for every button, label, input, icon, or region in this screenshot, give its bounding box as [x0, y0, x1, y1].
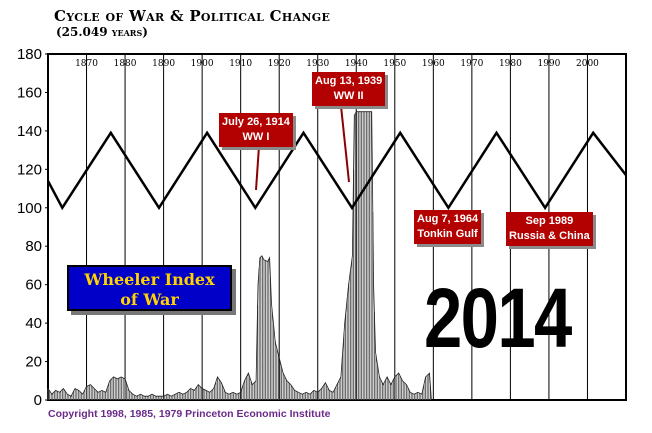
- copyright-notice: Copyright 1998, 1985, 1979 Princeton Eco…: [48, 408, 331, 420]
- x-tick-label: 1910: [229, 59, 252, 69]
- x-tick-label: 1960: [422, 59, 445, 69]
- y-tick-label: 180: [17, 46, 42, 63]
- event-date: July 26, 1914: [222, 116, 290, 128]
- y-tick-label: 60: [25, 277, 42, 294]
- y-tick-label: 0: [34, 392, 42, 409]
- y-tick-label: 100: [17, 200, 42, 217]
- x-tick-label: 1940: [345, 59, 368, 69]
- event-tonkin-gulf: Aug 7, 1964 Tonkin Gulf: [414, 210, 482, 244]
- event-ww1-pointer: [255, 145, 260, 191]
- x-tick-label: 1990: [537, 59, 560, 69]
- plot-frame: [47, 53, 627, 401]
- wheeler-index-label: Wheeler Index of War: [67, 265, 232, 311]
- x-tick-label: 1930: [306, 59, 329, 69]
- event-name: Tonkin Gulf: [417, 228, 478, 240]
- war-index-line: [47, 111, 432, 401]
- event-russia-china: Sep 1989 Russia & China: [506, 212, 593, 246]
- war-cycle-line: [46, 130, 627, 211]
- chart-title: Cycle of War & Political Change: [54, 7, 331, 25]
- x-tick-label: 2000: [576, 59, 599, 69]
- event-name: WW I: [242, 131, 270, 143]
- y-tick-label: 140: [17, 123, 42, 140]
- y-tick-label: 120: [17, 161, 42, 178]
- x-tick-label: 1920: [268, 59, 291, 69]
- index-label-line1: Wheeler Index: [84, 270, 215, 289]
- x-tick-label: 1950: [383, 59, 406, 69]
- x-tick-label: 1970: [460, 59, 483, 69]
- chart-subtitle: (25.049 years): [56, 25, 148, 39]
- event-ww2: Aug 13, 1939 WW II: [312, 72, 386, 106]
- big-year-label: 2014: [424, 271, 572, 365]
- event-date: Aug 7, 1964: [417, 213, 479, 225]
- y-tick-label: 20: [25, 354, 42, 371]
- event-name: Russia & China: [509, 230, 590, 242]
- event-ww1: July 26, 1914 WW I: [219, 113, 293, 147]
- y-tick-label: 40: [25, 315, 42, 332]
- event-name: WW II: [333, 90, 364, 102]
- x-tick-label: 1870: [75, 59, 98, 69]
- event-date: Sep 1989: [525, 215, 574, 227]
- x-tick-label: 1980: [499, 59, 522, 69]
- y-tick-label: 160: [17, 84, 42, 101]
- event-date: Aug 13, 1939: [315, 75, 383, 87]
- x-tick-label: 1890: [152, 59, 175, 69]
- event-ww2-pointer: [340, 105, 350, 183]
- y-tick-label: 80: [25, 238, 42, 255]
- index-label-line2: of War: [120, 290, 179, 309]
- x-tick-label: 1900: [191, 59, 214, 69]
- x-tick-label: 1880: [114, 59, 137, 69]
